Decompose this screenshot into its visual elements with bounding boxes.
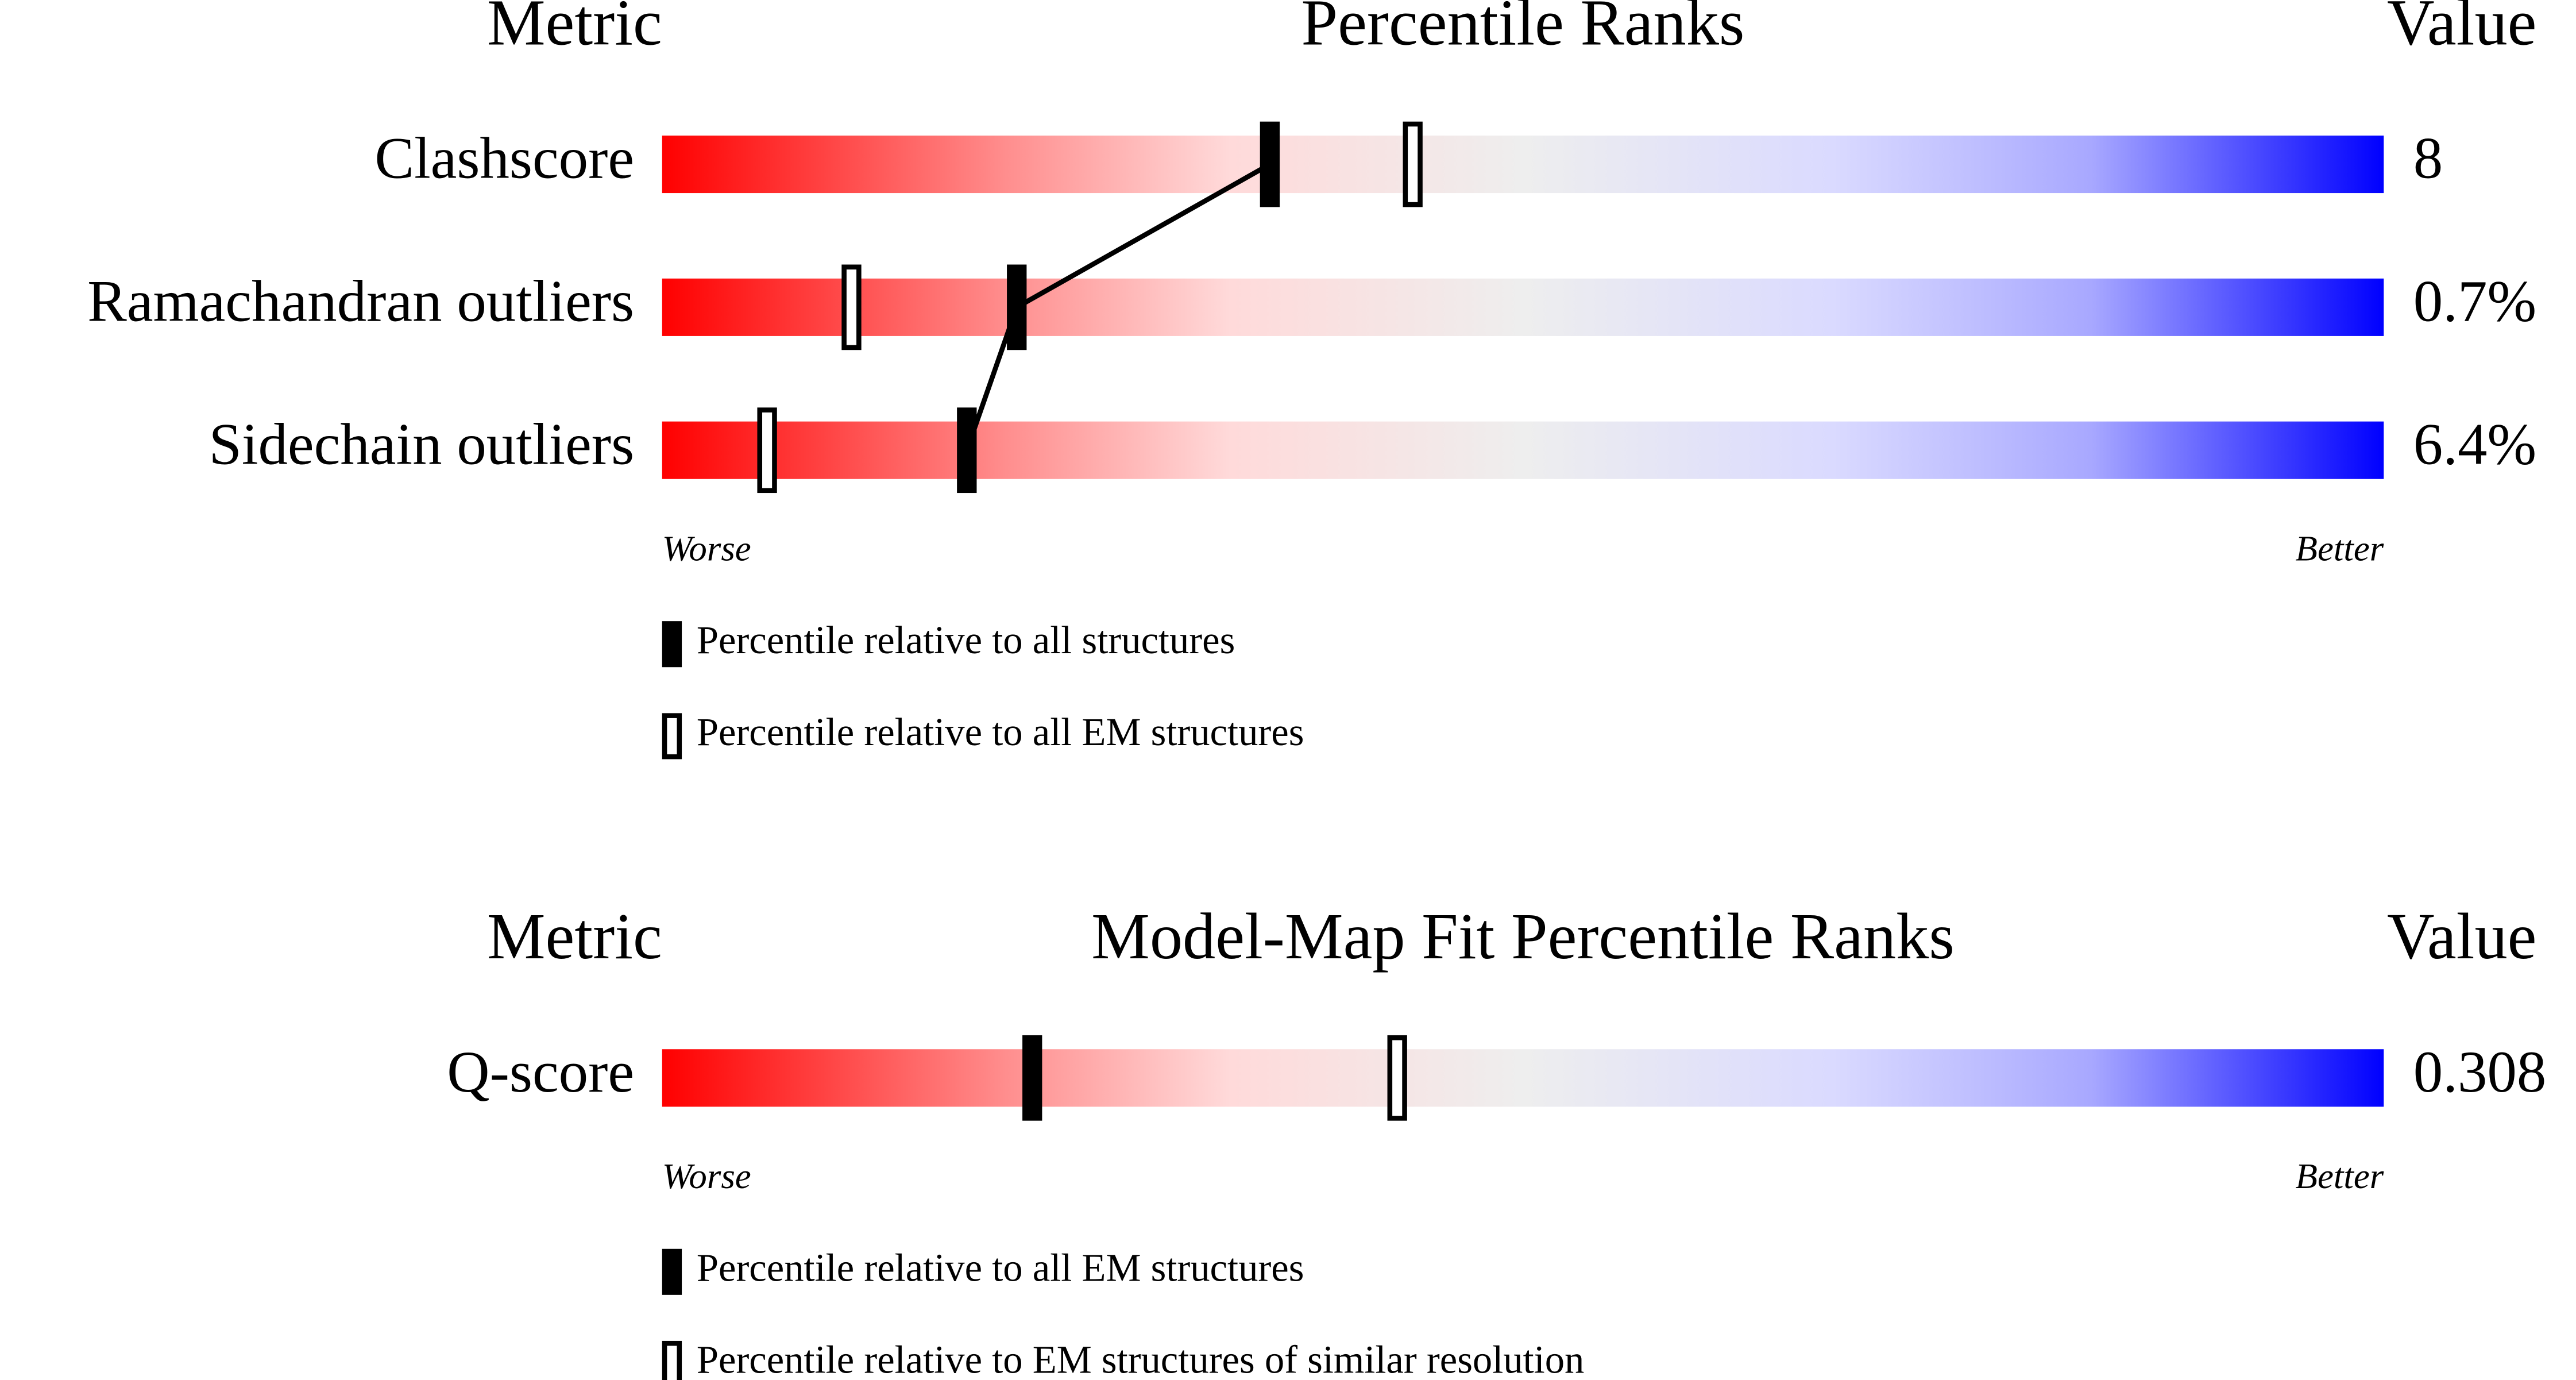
open-marker (1403, 121, 1423, 207)
legend-label: Percentile relative to all EM structures (697, 1246, 1304, 1290)
legend-icon (662, 713, 682, 760)
legend-label: Percentile relative to all EM structures (697, 710, 1304, 754)
open-marker (1387, 1035, 1407, 1121)
value-header: Value (2387, 900, 2536, 973)
chart-title: Percentile Ranks (1301, 0, 1745, 59)
high-label: Better (2296, 1156, 2384, 1196)
metric-label: Sidechain outliers (209, 411, 635, 477)
metric-value: 6.4% (2413, 411, 2536, 477)
high-label: Better (2296, 528, 2384, 568)
percentile-bar (662, 278, 2384, 336)
metric-value: 0.308 (2413, 1039, 2547, 1105)
filled-marker (1007, 264, 1027, 350)
low-label: Worse (662, 528, 751, 568)
filled-marker (1260, 121, 1280, 207)
low-label: Worse (662, 1156, 751, 1196)
metric-value: 0.7% (2413, 268, 2536, 334)
metric-label: Clashscore (374, 126, 634, 191)
filled-marker (957, 407, 977, 494)
legend-icon (662, 1340, 682, 1380)
percentile-bar (662, 135, 2384, 194)
legend-label: Percentile relative to all structures (697, 618, 1235, 662)
percentile-bar (662, 1049, 2384, 1107)
chart-title: Model-Map Fit Percentile Ranks (1091, 900, 1955, 973)
metric-value: 8 (2413, 126, 2443, 191)
metric-label: Ramachandran outliers (87, 268, 634, 334)
open-marker (841, 264, 862, 350)
value-header: Value (2387, 0, 2536, 59)
metric-header: Metric (487, 0, 662, 59)
legend-icon (662, 621, 682, 668)
metric-header: Metric (487, 900, 662, 973)
legend-label: Percentile relative to EM structures of … (697, 1338, 1585, 1380)
legend-icon (662, 1248, 682, 1295)
percentile-bar (662, 421, 2384, 479)
filled-marker (1022, 1035, 1042, 1121)
metric-label: Q-score (447, 1039, 634, 1105)
open-marker (757, 407, 777, 494)
